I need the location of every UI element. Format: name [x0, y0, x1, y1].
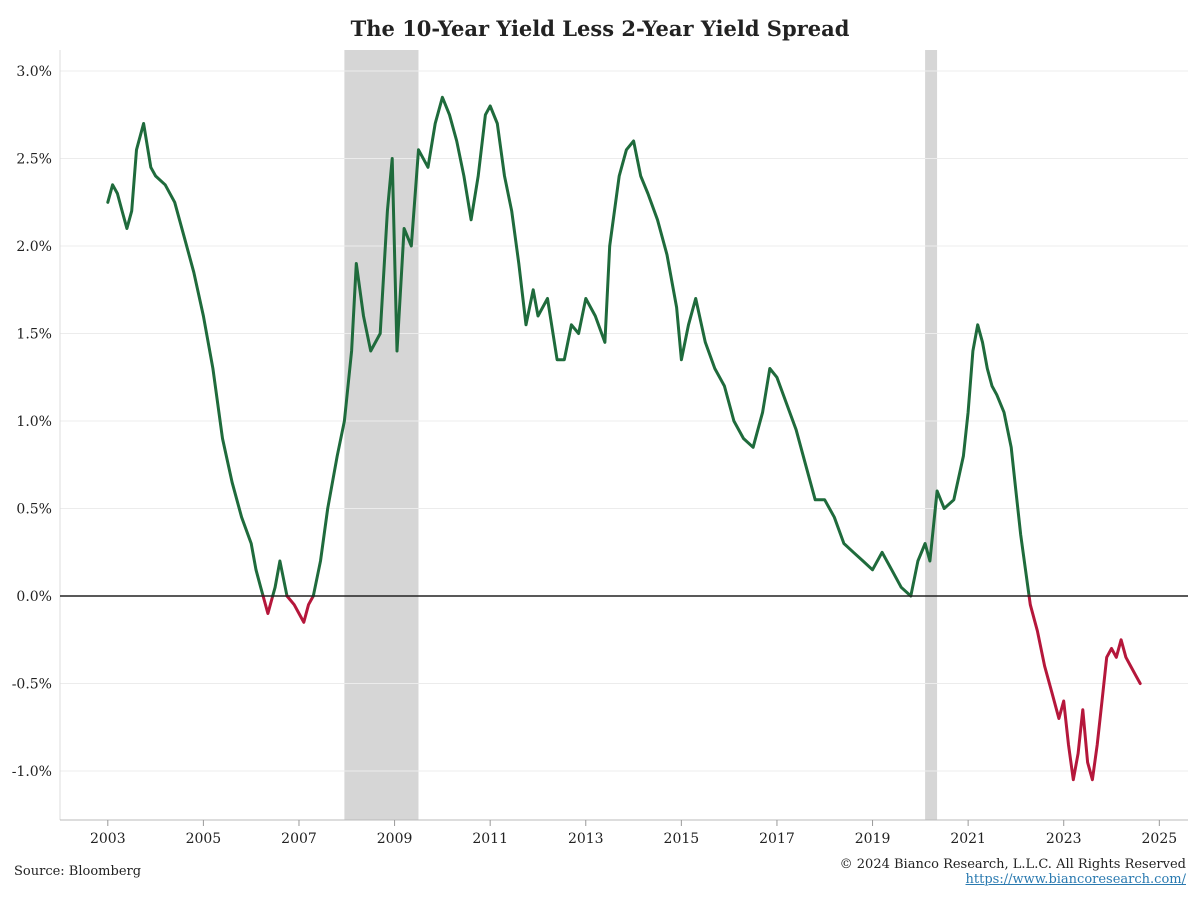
recession-band-1 — [925, 50, 938, 820]
x-tick-label: 2017 — [759, 831, 795, 847]
x-tick-label: 2023 — [1046, 831, 1082, 847]
spread-line-positive — [271, 559, 289, 598]
x-tick-label: 2025 — [1142, 831, 1178, 847]
y-tick-label: 0.5% — [16, 502, 52, 518]
x-tick-label: 2015 — [664, 831, 700, 847]
y-tick-label: 1.0% — [16, 414, 52, 430]
spread-line-negative — [1027, 594, 1142, 782]
y-tick-label: -1.0% — [12, 764, 52, 780]
x-tick-label: 2011 — [472, 831, 508, 847]
footer-credits: © 2024 Bianco Research, L.L.C. All Right… — [840, 857, 1186, 887]
y-tick-label: 0.0% — [16, 589, 52, 605]
copyright-text: © 2024 Bianco Research, L.L.C. All Right… — [839, 857, 1186, 872]
x-tick-label: 2019 — [855, 831, 891, 847]
spread-line-positive — [106, 122, 265, 598]
source-note: Source: Bloomberg — [14, 864, 142, 879]
x-tick-label: 2005 — [186, 831, 222, 847]
y-tick-label: 2.0% — [16, 239, 52, 255]
chart-title: The 10-Year Yield Less 2-Year Yield Spre… — [350, 16, 850, 41]
spread-line-negative — [261, 594, 275, 615]
x-tick-label: 2009 — [377, 831, 413, 847]
spread-line-negative — [285, 594, 315, 624]
website-link[interactable]: https://www.biancoresearch.com/ — [965, 872, 1186, 887]
recession-band-0 — [344, 50, 419, 820]
x-tick-label: 2021 — [950, 831, 986, 847]
y-tick-label: 3.0% — [16, 64, 52, 80]
y-tick-label: 1.5% — [16, 327, 52, 343]
y-tick-label: 2.5% — [16, 152, 52, 168]
x-tick-label: 2003 — [90, 831, 126, 847]
y-tick-label: -0.5% — [12, 677, 52, 693]
x-tick-label: 2013 — [568, 831, 604, 847]
x-tick-label: 2007 — [281, 831, 317, 847]
spread-line-positive — [311, 95, 1031, 598]
